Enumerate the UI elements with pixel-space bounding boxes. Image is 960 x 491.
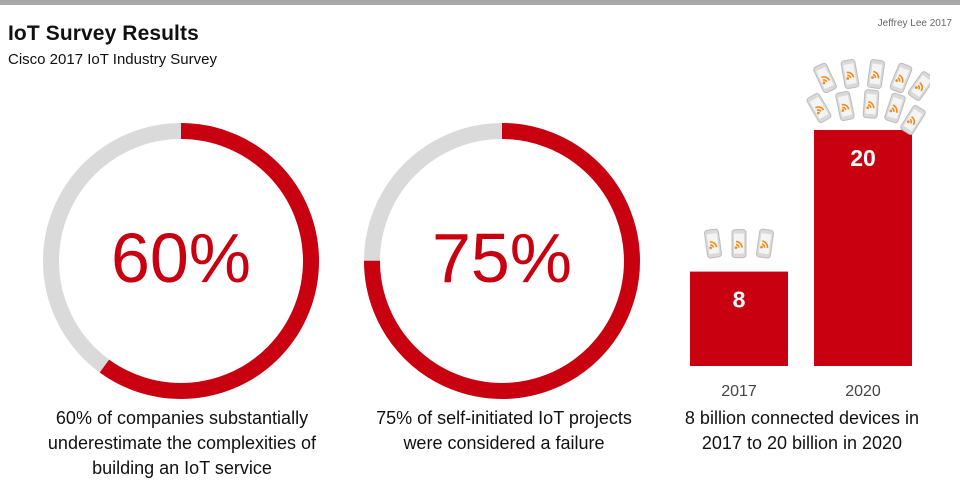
bar-data-label: 20 bbox=[850, 145, 876, 171]
top-border bbox=[0, 0, 960, 5]
connected-device-icon bbox=[756, 228, 774, 259]
donut-value-arc bbox=[364, 123, 640, 399]
connected-device-icon bbox=[900, 105, 926, 135]
connected-device-icon bbox=[835, 90, 855, 122]
donut-chart-60: 60% bbox=[43, 123, 319, 399]
connected-device-icon bbox=[704, 228, 722, 259]
bar-2020 bbox=[814, 130, 912, 366]
stat-caption-2: 75% of self-initiated IoT projects were … bbox=[376, 408, 632, 453]
x-tick-label: 2017 bbox=[721, 383, 757, 400]
author-credit: Jeffrey Lee 2017 bbox=[877, 18, 952, 29]
connected-device-icon bbox=[813, 62, 837, 94]
donut-chart-75: 75% bbox=[364, 123, 640, 399]
page-subtitle: Cisco 2017 IoT Industry Survey bbox=[8, 51, 217, 68]
donut-value-label: 75% bbox=[432, 219, 572, 297]
connected-device-icon bbox=[889, 62, 913, 94]
bar-2017 bbox=[690, 271, 788, 366]
stat-caption-1: 60% of companies substantially underesti… bbox=[47, 408, 317, 478]
connected-device-icon bbox=[884, 92, 906, 124]
connected-device-icon bbox=[731, 229, 747, 259]
connected-device-icon bbox=[907, 71, 930, 101]
bar-data-label: 8 bbox=[733, 287, 746, 313]
donut-value-label: 60% bbox=[111, 219, 251, 297]
connected-device-icon bbox=[867, 59, 885, 89]
connected-device-icon bbox=[862, 89, 880, 119]
bar-chart-caption: 8 billion connected devices in 2017 to 2… bbox=[684, 408, 920, 453]
connected-device-icon bbox=[840, 58, 860, 90]
x-tick-label: 2020 bbox=[845, 383, 881, 400]
page-title: IoT Survey Results bbox=[8, 22, 199, 45]
connected-device-icon bbox=[806, 92, 832, 124]
donut-value-arc bbox=[43, 123, 319, 399]
